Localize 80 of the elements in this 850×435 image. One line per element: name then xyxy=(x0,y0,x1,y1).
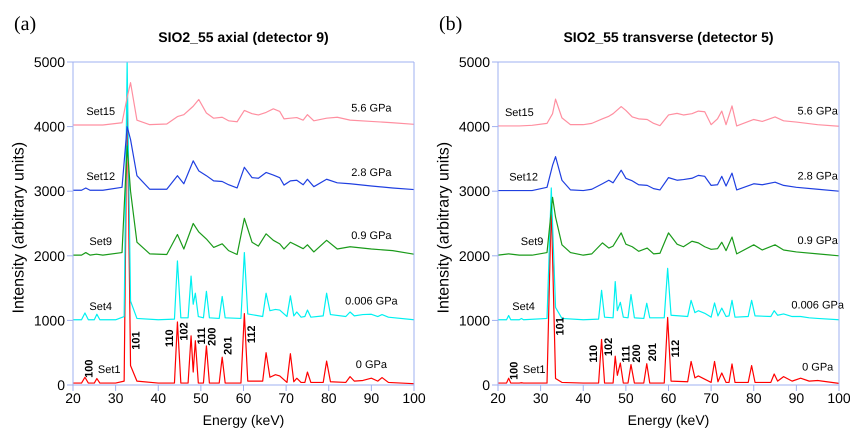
annotation: 0.006 GPa xyxy=(791,299,845,312)
x-tick-label: 60 xyxy=(660,390,676,406)
line-series xyxy=(498,98,839,127)
annotation: Set9 xyxy=(520,236,544,248)
x-axis-title: Energy (keV) xyxy=(202,412,284,428)
x-tick-label: 30 xyxy=(108,390,124,406)
annotation: 200 xyxy=(206,327,219,346)
annotation: 0 GPa xyxy=(356,359,388,372)
x-tick-label: 70 xyxy=(278,390,294,406)
x-tick-label: 90 xyxy=(788,390,804,406)
annotation: 101 xyxy=(554,317,567,336)
y-tick-label: 3000 xyxy=(34,183,66,200)
x-tick-label: 40 xyxy=(150,390,166,406)
y-tick-label: 1000 xyxy=(34,312,66,328)
chart-title: SIO2_55 axial (detector 9) xyxy=(158,29,329,45)
annotation: 100 xyxy=(84,359,96,378)
annotation: 111 xyxy=(196,327,208,345)
annotation: Set1 xyxy=(522,364,546,376)
annotation: 2.8 GPa xyxy=(351,167,392,180)
annotation: 200 xyxy=(631,344,644,363)
y-tick-label: 0 xyxy=(482,376,490,393)
annotation: 0.9 GPa xyxy=(351,230,392,242)
text: (a) xyxy=(14,13,36,35)
x-tick-label: 90 xyxy=(364,390,380,406)
annotation: 101 xyxy=(130,331,142,350)
annotation: Set1 xyxy=(98,364,121,376)
y-tick-label: 5000 xyxy=(34,54,66,70)
annotation: 0.006 GPa xyxy=(345,295,399,308)
annotation: 112 xyxy=(246,325,258,344)
y-tick-label: 4000 xyxy=(458,118,490,135)
annotation: 5.6 GPa xyxy=(351,102,392,114)
annotation: 100 xyxy=(508,362,520,380)
annotation: Set12 xyxy=(509,172,538,184)
line-series xyxy=(498,196,839,256)
annotation: Set15 xyxy=(504,106,534,119)
x-axis-title: Energy (keV) xyxy=(628,412,710,428)
x-tick-label: 30 xyxy=(532,390,549,406)
y-tick-label: 5000 xyxy=(458,54,490,70)
y-axis-title: Intensity (arbitrary units) xyxy=(436,142,453,314)
x-tick-label: 100 xyxy=(402,390,426,406)
annotation: 201 xyxy=(222,336,234,355)
annotation: 2.8 GPa xyxy=(798,170,839,182)
y-tick-label: 3000 xyxy=(458,183,490,200)
annotation: Set4 xyxy=(512,300,535,313)
y-tick-label: 2000 xyxy=(458,248,490,264)
x-tick-label: 20 xyxy=(490,390,506,406)
annotation: 110 xyxy=(588,344,600,363)
y-tick-label: 4000 xyxy=(34,118,66,135)
annotation: Set12 xyxy=(86,171,116,184)
annotation: 110 xyxy=(164,329,176,348)
y-tick-label: 1000 xyxy=(458,312,490,328)
line-series xyxy=(498,156,839,192)
annotation: 5.6 GPa xyxy=(798,106,839,118)
y-axis-title: Intensity (arbitrary units) xyxy=(10,142,28,314)
annotation: 102 xyxy=(603,338,616,356)
x-tick-label: 70 xyxy=(703,390,720,406)
x-tick-label: 80 xyxy=(320,390,337,406)
annotation: 102 xyxy=(178,322,191,341)
annotation: Set15 xyxy=(86,106,116,118)
y-tick-label: 0 xyxy=(57,376,66,393)
x-tick-label: 80 xyxy=(746,390,762,406)
chart-title: SIO2_55 transverse (detector 5) xyxy=(563,29,774,45)
y-tick-label: 2000 xyxy=(34,248,66,264)
annotation: 0 GPa xyxy=(802,361,834,374)
x-tick-label: 60 xyxy=(236,390,252,406)
annotation: 112 xyxy=(670,340,682,358)
annotation: Set4 xyxy=(89,300,112,313)
x-tick-label: 40 xyxy=(575,390,592,406)
x-tick-label: 50 xyxy=(193,390,209,406)
annotation: 0.9 GPa xyxy=(798,234,839,247)
annotation: Set9 xyxy=(89,236,112,248)
text: (b) xyxy=(439,13,462,35)
line-series xyxy=(73,145,414,256)
annotation: 201 xyxy=(646,342,659,362)
line-series xyxy=(73,82,414,126)
annotation: 111 xyxy=(620,345,633,363)
line-series xyxy=(73,126,414,191)
x-tick-label: 50 xyxy=(618,390,634,406)
x-tick-label: 20 xyxy=(65,390,81,406)
x-tick-label: 100 xyxy=(827,390,850,406)
